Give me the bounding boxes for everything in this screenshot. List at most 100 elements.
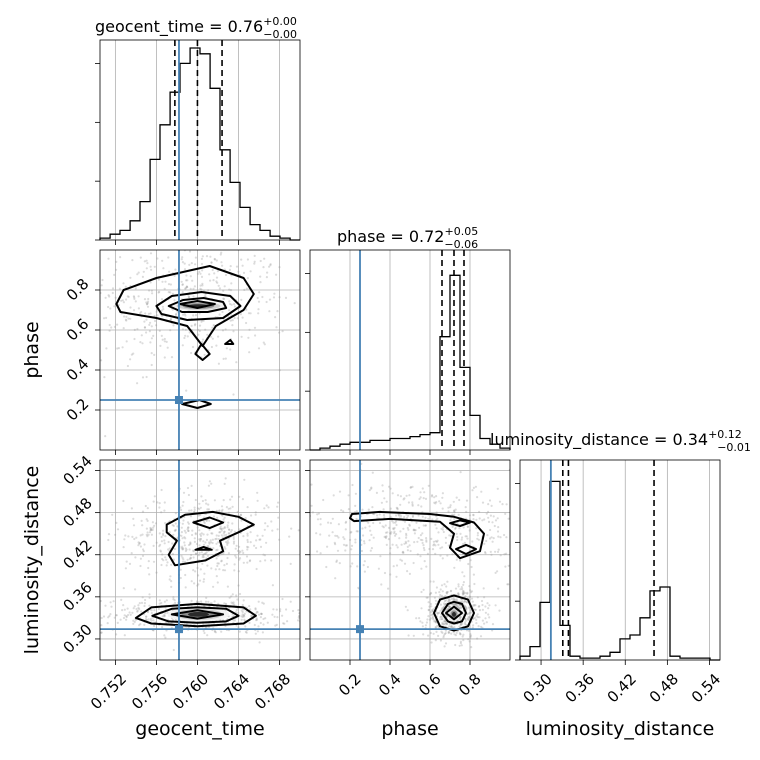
sample-point [234, 554, 237, 557]
sample-point [226, 542, 229, 545]
sample-point [430, 614, 433, 617]
sample-point [392, 521, 395, 524]
sample-point [202, 580, 205, 583]
sample-point [290, 527, 293, 530]
sample-point [149, 529, 152, 532]
sample-point [224, 477, 227, 480]
y-tick-label: 0.30 [59, 620, 95, 656]
sample-point [344, 544, 347, 547]
sample-point [232, 330, 235, 333]
sample-point [253, 326, 257, 329]
sample-point [413, 541, 416, 544]
sample-point [202, 578, 206, 581]
sample-point [362, 534, 365, 537]
sample-point [470, 611, 473, 614]
sample-point [301, 616, 303, 618]
sample-point [453, 517, 456, 521]
sample-point [445, 623, 449, 626]
sample-point [497, 587, 500, 590]
sample-point [441, 507, 444, 510]
histogram-geocent_time [99, 47, 300, 241]
sample-point [381, 525, 384, 528]
sample-point [216, 562, 219, 565]
sample-point [273, 292, 276, 295]
sample-point [255, 618, 259, 621]
sample-point [485, 512, 488, 515]
sample-point [586, 500, 588, 502]
sample-point [171, 618, 175, 622]
sample-point [233, 569, 236, 572]
sample-point [381, 484, 384, 487]
sample-point [157, 607, 160, 611]
sample-point [122, 282, 125, 285]
sample-point [466, 613, 469, 616]
sample-point [223, 569, 227, 572]
sample-point [429, 592, 432, 595]
sample-point [457, 605, 460, 608]
sample-point [451, 626, 454, 629]
sample-point [170, 356, 174, 359]
sample-point [461, 587, 464, 591]
sample-point [319, 517, 322, 521]
sample-point [354, 492, 357, 495]
sample-point [146, 535, 149, 538]
sample-point [127, 295, 130, 298]
sample-point [443, 603, 446, 607]
sample-point [152, 560, 156, 563]
sample-point [262, 602, 265, 605]
sample-point [256, 630, 259, 633]
sample-point [254, 511, 257, 514]
sample-point [149, 321, 152, 324]
sample-point [233, 305, 236, 308]
sample-point [242, 561, 245, 564]
sample-point [246, 561, 249, 564]
sample-point [328, 534, 331, 537]
sample-point [279, 608, 282, 611]
sample-point [162, 267, 165, 270]
sample-point [425, 596, 428, 599]
sample-point [213, 600, 216, 603]
sample-point [194, 533, 197, 536]
sample-point [470, 597, 474, 600]
sample-point [411, 515, 414, 518]
sample-point [161, 305, 164, 308]
sample-point [215, 575, 218, 578]
sample-point [235, 594, 238, 597]
sample-point [349, 565, 352, 568]
sample-point [229, 319, 232, 322]
sample-point [199, 506, 202, 509]
sample-point [511, 513, 513, 515]
sample-point [167, 283, 171, 286]
sample-point [212, 279, 215, 282]
sample-point [140, 601, 144, 605]
sample-point [119, 256, 122, 259]
sample-point [221, 310, 224, 314]
sample-point [94, 312, 96, 314]
sample-point [163, 356, 166, 359]
sample-point [216, 270, 219, 273]
sample-point [153, 265, 156, 268]
sample-point [276, 616, 279, 619]
sample-point [456, 535, 459, 539]
sample-point [456, 521, 459, 525]
sample-point [255, 539, 258, 542]
sample-point [369, 549, 372, 552]
sample-point [131, 259, 134, 262]
x-tick-label: 0.6 [415, 670, 445, 700]
sample-point [445, 599, 448, 602]
x-tick-label: 0.48 [646, 670, 682, 706]
sample-point [196, 507, 199, 510]
sample-point [432, 632, 435, 635]
sample-point [263, 528, 266, 531]
sample-point [208, 541, 211, 544]
sample-point [229, 530, 233, 533]
sample-point [443, 620, 446, 623]
sample-point [244, 517, 247, 520]
sample-point [272, 296, 276, 299]
sample-point [432, 540, 435, 543]
sample-point [217, 534, 220, 538]
x-tick-label: 0.756 [128, 670, 171, 713]
sample-point [108, 329, 111, 332]
sample-point [470, 565, 473, 569]
sample-point [297, 609, 300, 612]
